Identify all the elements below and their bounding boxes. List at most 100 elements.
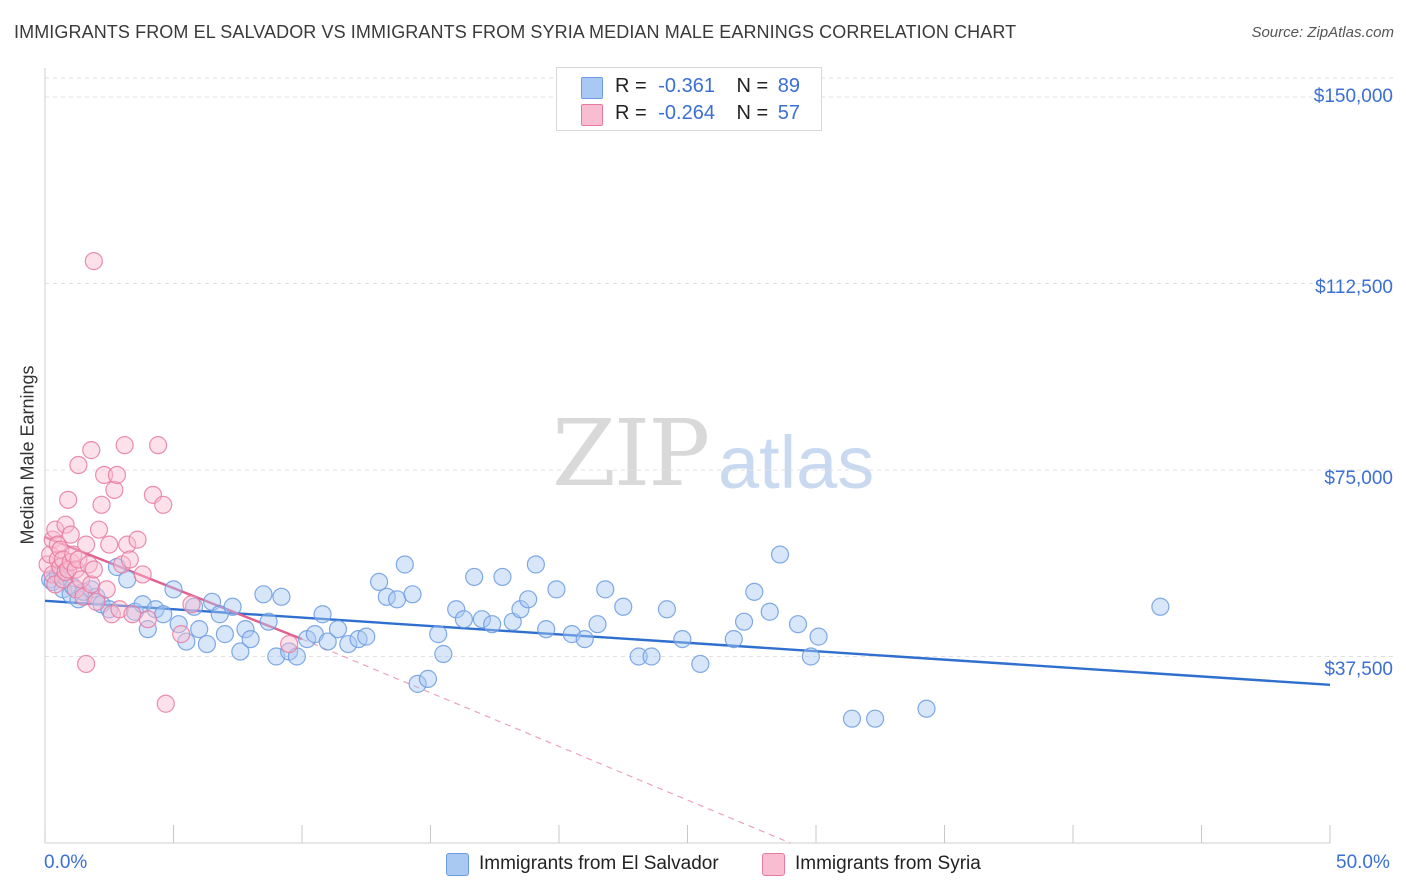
point-el-salvador	[223, 597, 242, 616]
point-el-salvador	[809, 627, 828, 646]
point-el-salvador	[614, 597, 633, 616]
point-syria	[172, 625, 191, 644]
r-value: -0.361	[658, 75, 715, 97]
trend-line-syria	[44, 536, 303, 641]
point-el-salvador	[387, 590, 407, 609]
y-tick-label: $37,500	[1324, 659, 1393, 680]
watermark-zip: ZIP	[552, 400, 710, 507]
point-el-salvador	[231, 642, 250, 661]
r-label: R =	[615, 75, 647, 97]
point-el-salvador	[547, 580, 566, 599]
axes	[44, 68, 1331, 844]
x-tick-label: 50.0%	[1336, 852, 1390, 873]
point-syria	[87, 592, 106, 611]
point-el-salvador	[154, 605, 173, 624]
point-syria	[71, 570, 91, 589]
n-value: 89	[777, 75, 801, 97]
source-label: Source: ZipAtlas.com	[1251, 24, 1394, 41]
point-el-salvador	[519, 590, 538, 609]
point-el-salvador	[418, 669, 438, 688]
point-el-salvador	[734, 612, 754, 631]
point-syria	[77, 654, 96, 674]
watermark-atlas: atlas	[718, 421, 875, 504]
point-el-salvador	[403, 585, 422, 604]
point-el-salvador	[842, 709, 862, 728]
point-el-salvador	[745, 582, 764, 601]
point-syria	[156, 694, 175, 713]
point-el-salvador	[164, 580, 183, 599]
trend-lines	[44, 536, 1331, 844]
legend-label: Immigrants from Syria	[795, 853, 981, 874]
point-el-salvador	[395, 555, 414, 574]
point-el-salvador	[588, 615, 607, 634]
point-syria	[82, 441, 101, 460]
point-syria	[95, 465, 114, 485]
legend-swatch-el-salvador	[581, 77, 603, 99]
point-el-salvador	[236, 620, 255, 639]
point-el-salvador	[511, 600, 530, 619]
point-syria	[100, 535, 119, 554]
point-el-salvador	[917, 699, 936, 718]
point-syria	[123, 605, 142, 624]
y-axis-label: Median Male Earnings	[17, 365, 38, 545]
n-value: 57	[777, 102, 801, 124]
point-syria	[79, 555, 98, 574]
point-el-salvador	[866, 709, 885, 728]
point-syria	[280, 634, 299, 654]
point-el-salvador	[788, 615, 808, 634]
point-syria	[97, 580, 116, 599]
point-el-salvador	[357, 627, 376, 646]
legend-swatch-syria	[762, 853, 785, 876]
n-label: N =	[736, 102, 769, 124]
point-syria	[105, 480, 124, 499]
point-syria	[89, 520, 109, 539]
point-syria	[182, 595, 201, 614]
data-points	[38, 252, 1170, 728]
point-el-salvador	[447, 600, 466, 619]
point-el-salvador	[1151, 597, 1170, 616]
chart-title: IMMIGRANTS FROM EL SALVADOR VS IMMIGRANT…	[14, 22, 1017, 42]
point-el-salvador	[313, 605, 332, 624]
point-el-salvador	[429, 625, 448, 644]
point-el-salvador	[691, 654, 710, 674]
x-tick-label: 0.0%	[44, 852, 88, 873]
r-label: R =	[615, 102, 647, 124]
point-syria	[148, 436, 168, 455]
point-syria	[118, 535, 137, 554]
point-syria	[59, 490, 78, 509]
point-syria	[84, 560, 103, 579]
point-el-salvador	[454, 610, 474, 629]
point-el-salvador	[259, 612, 278, 631]
grid-lines	[45, 77, 1396, 657]
point-syria	[53, 570, 73, 589]
point-syria	[154, 495, 173, 514]
point-syria	[84, 252, 103, 271]
point-syria	[82, 575, 101, 594]
trend-line-el-salvador	[44, 599, 1331, 687]
n-label: N =	[736, 75, 769, 97]
point-el-salvador	[328, 620, 348, 639]
point-el-salvador	[642, 647, 661, 666]
point-el-salvador	[215, 625, 234, 644]
legend-label: Immigrants from El Salvador	[479, 853, 719, 874]
point-syria	[69, 455, 88, 475]
point-el-salvador	[629, 647, 648, 666]
point-el-salvador	[408, 674, 427, 693]
point-el-salvador	[472, 610, 491, 629]
point-syria	[107, 465, 127, 485]
point-el-salvador	[370, 572, 389, 592]
trend-line-syria-extension	[301, 638, 791, 844]
point-syria	[133, 565, 152, 584]
point-el-salvador	[465, 567, 484, 587]
point-el-salvador	[339, 634, 358, 654]
y-tick-label: $150,000	[1313, 86, 1393, 107]
point-el-salvador	[184, 597, 204, 616]
point-el-salvador	[537, 620, 556, 639]
point-el-salvador	[760, 602, 779, 621]
point-el-salvador	[272, 587, 291, 606]
point-syria	[61, 525, 80, 544]
point-syria	[69, 550, 88, 569]
point-el-salvador	[575, 629, 594, 649]
point-el-salvador	[493, 567, 512, 587]
point-el-salvador	[657, 600, 677, 619]
